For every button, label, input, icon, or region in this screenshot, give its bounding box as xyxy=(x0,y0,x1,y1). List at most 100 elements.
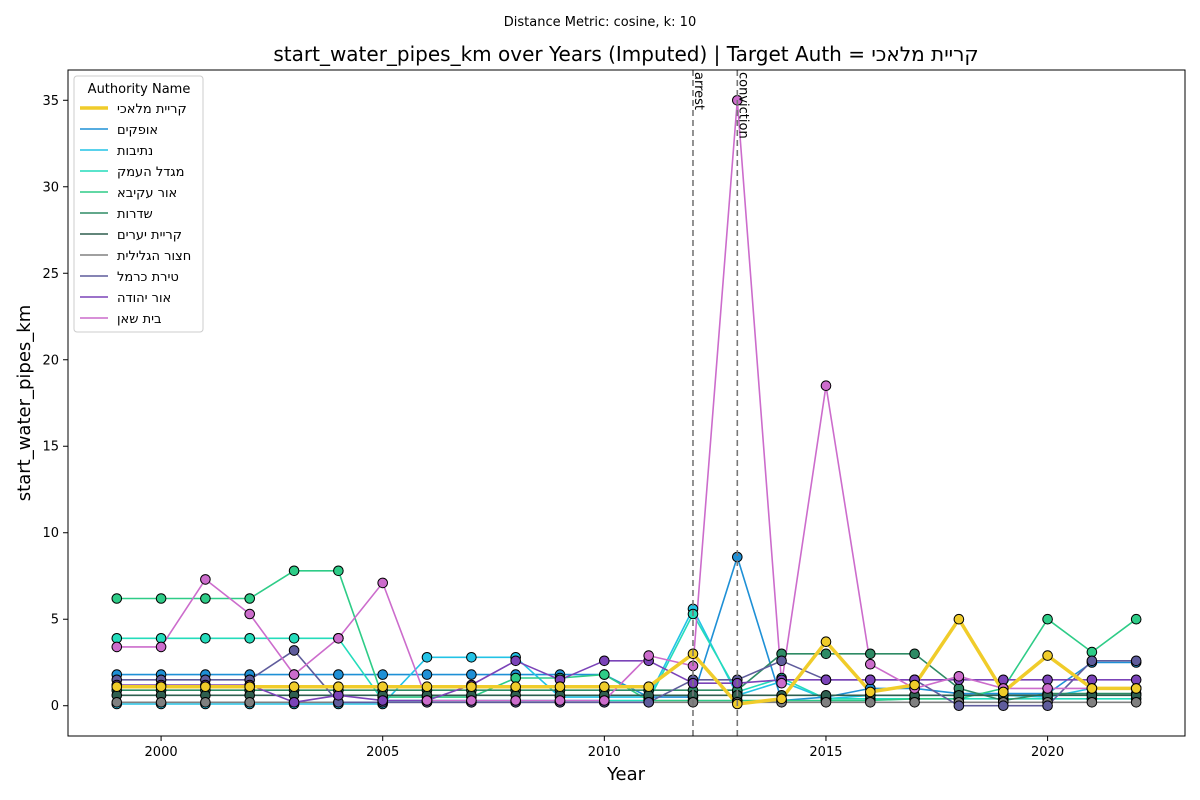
data-point xyxy=(200,574,211,585)
data-point xyxy=(288,697,300,708)
y-axis-title: start_water_pipes_km xyxy=(14,305,35,501)
data-point xyxy=(111,641,123,653)
data-point xyxy=(333,633,344,644)
data-point xyxy=(510,695,522,706)
data-point xyxy=(599,681,610,693)
data-point xyxy=(510,655,522,667)
y-tick-label: 5 xyxy=(51,613,59,628)
legend-label: טירת כרמל xyxy=(117,270,179,285)
x-tick-label: 2020 xyxy=(1031,745,1064,760)
data-point xyxy=(953,613,965,625)
legend-label: חצור הגלילית xyxy=(117,249,191,264)
data-point xyxy=(865,686,876,698)
data-point xyxy=(288,645,300,656)
legend-label: קריית מלאכי xyxy=(117,102,187,117)
data-point xyxy=(466,669,477,680)
data-point xyxy=(1130,683,1142,694)
data-point xyxy=(333,565,344,577)
data-point xyxy=(909,679,920,691)
legend: Authority Name קריית מלאכי אופקים נתיבות מג… xyxy=(73,75,204,333)
data-point xyxy=(865,674,876,686)
data-point xyxy=(200,593,211,604)
data-point xyxy=(377,577,389,589)
legend-label: אופקים xyxy=(117,123,158,138)
data-point xyxy=(155,641,167,653)
data-point xyxy=(599,655,610,667)
data-point xyxy=(288,565,300,577)
series-line xyxy=(116,649,1137,707)
data-point xyxy=(333,681,344,693)
data-point xyxy=(554,681,566,693)
data-point xyxy=(599,695,610,706)
series-layer xyxy=(111,95,1142,712)
data-point xyxy=(599,669,610,680)
data-point xyxy=(554,695,566,706)
x-tick-label: 2010 xyxy=(588,745,621,760)
data-point xyxy=(377,681,389,693)
data-point xyxy=(244,593,255,604)
legend-label: קריית יערים xyxy=(117,228,182,243)
data-point xyxy=(111,681,123,693)
series-line xyxy=(116,659,1137,704)
data-point xyxy=(1086,655,1098,667)
data-point xyxy=(421,681,433,693)
legend-label: נתיבות xyxy=(117,144,153,159)
data-point xyxy=(953,671,965,682)
legend-label: אור עקיבא xyxy=(117,186,177,201)
series-line xyxy=(116,652,1137,702)
x-axis: 2000 2005 2010 2015 2020 xyxy=(145,736,1064,760)
data-point xyxy=(1130,655,1142,667)
series-line xyxy=(116,99,1137,702)
data-point xyxy=(244,608,255,620)
data-point xyxy=(1130,697,1142,708)
data-point xyxy=(466,681,477,693)
data-point xyxy=(998,700,1009,712)
data-point xyxy=(820,380,832,392)
series-line xyxy=(116,613,1137,702)
chart-title: start_water_pipes_km over Years (Imputed… xyxy=(273,42,978,66)
data-point xyxy=(776,693,787,705)
vline-layer: arrest conviction xyxy=(691,70,750,736)
series-line xyxy=(116,617,1137,706)
data-point xyxy=(288,633,300,644)
data-point xyxy=(155,697,167,708)
data-point xyxy=(820,697,832,708)
data-point xyxy=(244,681,255,693)
x-tick-label: 2005 xyxy=(366,745,399,760)
y-tick-label: 15 xyxy=(42,440,59,455)
data-point xyxy=(510,672,522,684)
data-point xyxy=(200,681,211,693)
data-point xyxy=(643,650,655,661)
data-point xyxy=(466,695,477,706)
data-point xyxy=(377,695,389,706)
y-axis: 0 5 10 15 20 25 30 35 xyxy=(42,94,68,714)
data-point xyxy=(909,697,920,708)
data-point xyxy=(421,652,433,663)
data-point xyxy=(288,681,300,693)
x-tick-label: 2000 xyxy=(145,745,178,760)
data-point xyxy=(1042,613,1053,625)
data-point xyxy=(155,593,167,604)
data-point xyxy=(865,658,876,670)
data-point xyxy=(244,697,255,708)
legend-label: בית שאן xyxy=(117,312,162,327)
data-point xyxy=(643,697,655,708)
legend-label: שדרות xyxy=(117,207,153,222)
data-point xyxy=(820,636,832,648)
data-point xyxy=(909,648,920,660)
data-point xyxy=(111,697,123,708)
legend-frame xyxy=(73,75,204,333)
data-point xyxy=(421,695,433,706)
data-point xyxy=(1086,683,1098,694)
y-tick-label: 30 xyxy=(42,180,59,195)
data-point xyxy=(1086,697,1098,708)
data-point xyxy=(1086,646,1098,658)
data-point xyxy=(1042,683,1053,694)
data-point xyxy=(820,648,832,660)
data-point xyxy=(643,681,655,693)
data-point xyxy=(510,681,522,693)
data-point xyxy=(244,633,255,644)
data-point xyxy=(776,655,787,667)
data-point xyxy=(865,648,876,660)
